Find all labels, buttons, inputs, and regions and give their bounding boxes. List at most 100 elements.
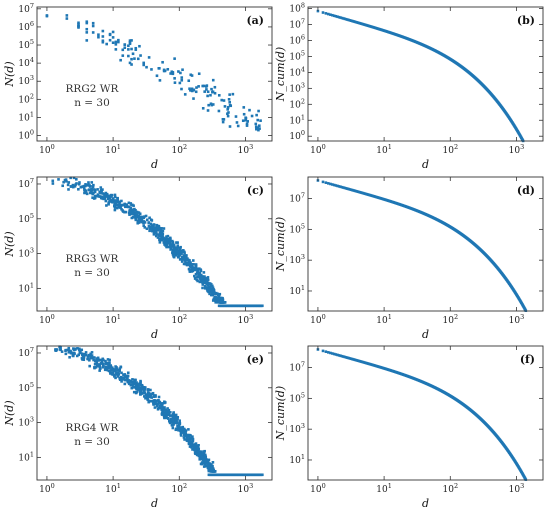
data-point (180, 78, 184, 82)
data-point (134, 378, 137, 382)
data-point (177, 424, 180, 428)
data-point (91, 21, 95, 25)
data-point (203, 284, 207, 288)
data-point (145, 218, 149, 222)
tick-label: 101 (289, 453, 305, 466)
data-point (124, 205, 127, 209)
data-point (199, 451, 203, 455)
data-point (206, 289, 209, 293)
data-point (73, 185, 77, 188)
data-point (69, 176, 72, 180)
data-point (339, 354, 342, 358)
data-point (137, 383, 140, 386)
data-point (198, 455, 202, 459)
data-point (169, 244, 173, 247)
data-point (254, 122, 258, 126)
data-point (179, 71, 182, 75)
data-point (187, 267, 191, 271)
x-axis-label: d (422, 158, 429, 171)
data-point (228, 125, 232, 128)
data-point (148, 226, 151, 230)
data-point (173, 252, 176, 255)
data-point (161, 236, 165, 239)
tick-label: 103 (509, 482, 525, 495)
tick-label: 101 (18, 281, 34, 294)
panel-label: (a) (246, 14, 264, 27)
data-point (179, 257, 183, 261)
data-point (148, 216, 151, 220)
data-point (158, 404, 162, 408)
data-point (160, 408, 163, 412)
data-point (214, 300, 217, 304)
data-point (171, 418, 175, 422)
data-point (85, 31, 89, 34)
tick-label: 103 (509, 313, 525, 326)
data-point (105, 368, 109, 372)
data-point (71, 354, 75, 358)
data-point (150, 68, 153, 71)
data-point (127, 382, 131, 386)
data-point (206, 90, 210, 94)
data-point (113, 200, 117, 203)
data-point (169, 414, 173, 417)
data-point (143, 386, 147, 389)
data-point (157, 224, 161, 228)
data-point (190, 435, 194, 439)
data-point (151, 229, 155, 232)
data-point (102, 358, 105, 362)
data-point (95, 357, 99, 360)
data-point (109, 372, 112, 375)
data-point (176, 244, 180, 247)
data-point (67, 188, 70, 191)
data-point (138, 390, 142, 393)
data-point (211, 103, 215, 106)
data-point (210, 103, 214, 107)
data-point (64, 352, 68, 356)
data-point (245, 122, 249, 126)
data-point (201, 283, 205, 286)
data-point (85, 27, 89, 31)
data-point (180, 255, 184, 259)
data-point (82, 186, 86, 190)
data-point (83, 190, 87, 194)
data-point (116, 196, 119, 200)
data-point (123, 210, 126, 214)
tick-label: 103 (509, 143, 525, 156)
data-point (202, 271, 206, 274)
data-point (206, 465, 210, 469)
data-point (324, 350, 328, 353)
data-point (111, 36, 115, 39)
data-point (197, 274, 201, 278)
tick-label: 104 (18, 56, 34, 69)
data-point (259, 119, 262, 122)
data-point (196, 269, 200, 272)
tick-label: 107 (18, 2, 34, 15)
data-point (51, 182, 55, 185)
tick-label: 103 (289, 253, 305, 266)
data-point (93, 194, 97, 198)
data-point (201, 106, 205, 110)
data-point (211, 78, 215, 82)
data-point (116, 375, 120, 378)
data-point (216, 299, 219, 303)
data-point (200, 276, 204, 280)
data-point (176, 427, 180, 431)
series-points (316, 179, 528, 312)
panel-label: (b) (517, 14, 535, 27)
data-point (195, 271, 199, 274)
data-point (176, 249, 179, 253)
data-point (154, 228, 158, 231)
data-point (130, 47, 133, 51)
tick-label: 102 (171, 313, 187, 326)
data-point (111, 368, 114, 372)
data-point (205, 280, 209, 283)
x-axis-label: d (151, 158, 158, 171)
data-point (69, 350, 73, 353)
data-point (134, 46, 138, 50)
data-point (147, 224, 151, 228)
data-point (165, 244, 169, 247)
data-point (178, 421, 182, 425)
panel-b: 100 101 102 103 100 101 102 103 104 105 106 107 108 d… (274, 2, 544, 171)
data-point (228, 93, 231, 96)
data-point (343, 355, 347, 359)
